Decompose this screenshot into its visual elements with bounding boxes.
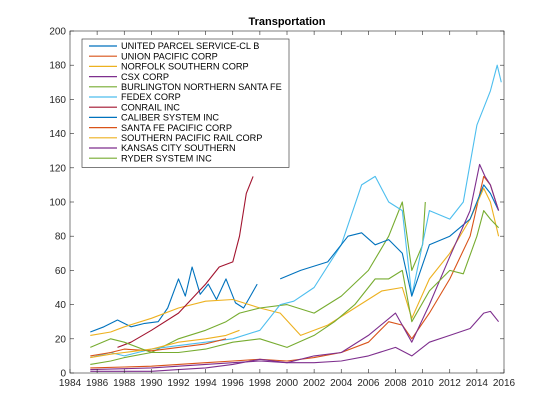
series-line-1 xyxy=(90,175,500,369)
series-line-6 xyxy=(117,176,254,348)
legend-label: KANSAS CITY SOUTHERN xyxy=(121,143,236,153)
plot-area: 1984 1986 1988 1990 1992 1994 1996 1998 2000 2002… xyxy=(49,27,515,390)
x-tick-label: 2008 xyxy=(384,378,407,389)
series-line-7 xyxy=(279,184,500,297)
series-line-9 xyxy=(90,329,240,359)
series-line-2 xyxy=(90,187,500,336)
legend-label: SANTA FE PACIFIC CORP xyxy=(121,123,232,133)
series-line-5 xyxy=(90,64,502,359)
x-tick-label: 2012 xyxy=(439,378,462,389)
x-tick-label: 1986 xyxy=(86,378,109,389)
x-tick-label: 2004 xyxy=(330,378,353,389)
legend-label: BURLINGTON NORTHERN SANTA FE xyxy=(121,82,282,92)
legend-box xyxy=(81,38,290,168)
x-tick-label: 2014 xyxy=(466,378,489,389)
legend-label: SOUTHERN PACIFIC RAIL CORP xyxy=(121,133,262,143)
x-tick-label: 2016 xyxy=(493,378,516,389)
x-tick-label: 2010 xyxy=(412,378,435,389)
x-axis: 1984 1986 1988 1990 1992 1994 1996 1998 2000 2002… xyxy=(59,31,516,389)
legend-label: FEDEX CORP xyxy=(121,92,181,102)
series-line-3 xyxy=(90,310,500,371)
series-line-8 xyxy=(90,338,227,357)
y-tick-label: 60 xyxy=(55,266,67,277)
legend-label: CSX CORP xyxy=(121,72,169,82)
chart-title: Transportation xyxy=(248,16,325,28)
y-tick-label: 0 xyxy=(60,369,66,380)
legend-label: RYDER SYSTEM INC xyxy=(121,153,212,163)
x-tick-label: 2000 xyxy=(276,378,299,389)
y-tick-label: 140 xyxy=(49,129,66,140)
series-layer xyxy=(90,64,502,372)
legend-label: CONRAIL INC xyxy=(121,102,180,112)
series-line-10 xyxy=(90,163,500,372)
x-tick-label: 2006 xyxy=(357,378,380,389)
legend-label: UNITED PARCEL SERVICE-CL B xyxy=(121,41,259,51)
y-tick-label: 100 xyxy=(49,198,66,209)
y-tick-label: 180 xyxy=(49,61,66,72)
series-line-4 xyxy=(90,201,426,365)
x-tick-label: 1992 xyxy=(167,378,190,389)
legend-label: UNION PACIFIC CORP xyxy=(121,51,218,61)
y-tick-label: 40 xyxy=(55,300,67,311)
x-tick-label: 1984 xyxy=(59,378,82,389)
x-tick-label: 1994 xyxy=(195,378,218,389)
y-tick-label: 80 xyxy=(55,232,67,243)
legend-label: CALIBER SYSTEM INC xyxy=(121,113,219,123)
x-tick-label: 1996 xyxy=(222,378,245,389)
y-tick-label: 160 xyxy=(49,95,66,106)
y-tick-label: 20 xyxy=(55,334,67,345)
y-tick-label: 120 xyxy=(49,163,66,174)
x-tick-label: 2002 xyxy=(303,378,326,389)
series-line-11 xyxy=(90,210,499,354)
x-tick-label: 1988 xyxy=(113,378,136,389)
legend-label: NORFOLK SOUTHERN CORP xyxy=(121,62,249,72)
x-tick-label: 1998 xyxy=(249,378,272,389)
y-tick-label: 200 xyxy=(49,27,66,38)
y-axis: 0 20 40 60 80 100 120 140 160 180 200 xyxy=(49,27,504,380)
x-tick-label: 1990 xyxy=(140,378,163,389)
